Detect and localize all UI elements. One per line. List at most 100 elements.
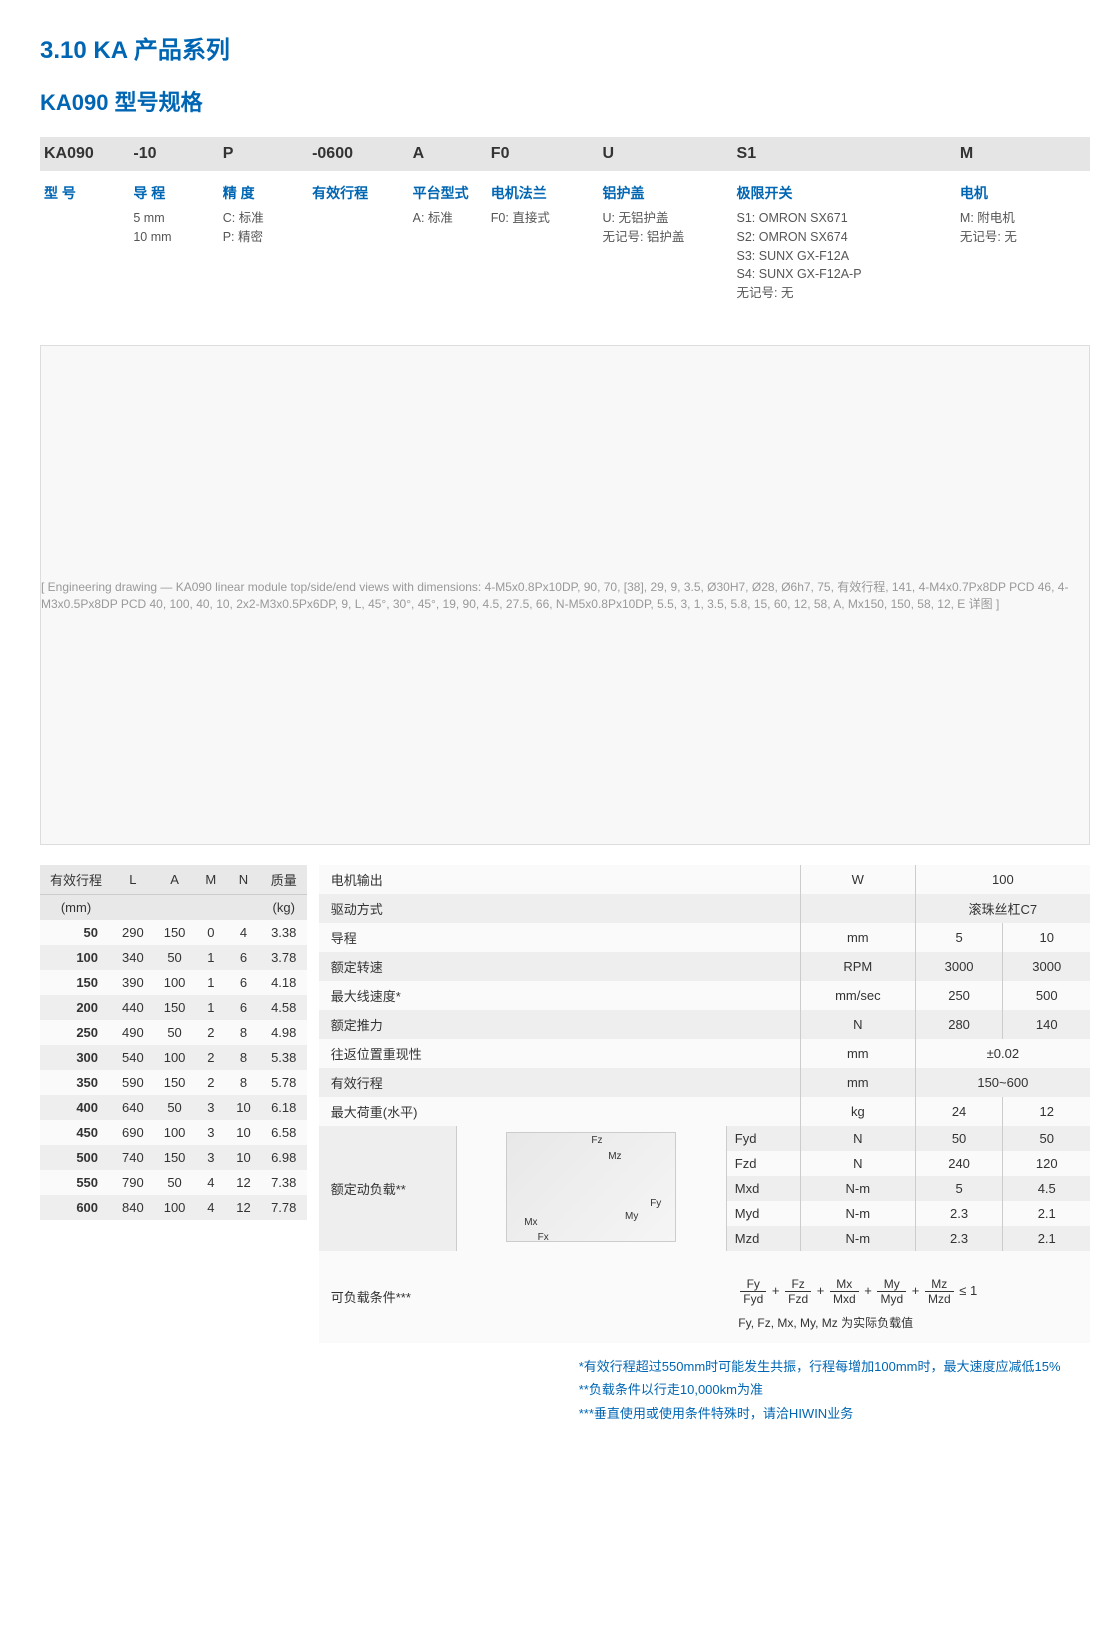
stroke-table: 有效行程LAMN质量 (mm)(kg) 50290150043.38100340… xyxy=(40,865,307,1220)
spec-unit: N xyxy=(800,1126,915,1151)
stroke-cell: 3 xyxy=(195,1145,226,1170)
spec-row: 最大线速度*mm/sec250500 xyxy=(319,981,1090,1010)
spec-table-wrap: 电机输出W100驱动方式滚珠丝杠C7导程mm510额定转速RPM30003000… xyxy=(319,865,1090,1425)
model-desc-cell: M: 附电机 无记号: 无 xyxy=(956,207,1090,315)
spec-value: ±0.02 xyxy=(915,1039,1090,1068)
model-label-cell: 型 号 xyxy=(40,171,129,207)
spec-value: 10 xyxy=(1003,923,1090,952)
model-code-cell: P xyxy=(219,137,308,171)
stroke-cell: 6 xyxy=(226,970,260,995)
stroke-cell: 3 xyxy=(195,1120,226,1145)
load-axes-diagram: FzMzFyMyMxFx xyxy=(506,1132,676,1242)
stroke-header-unit: (kg) xyxy=(261,894,307,920)
spec-row: 额定转速RPM30003000 xyxy=(319,952,1090,981)
stroke-cell: 10 xyxy=(226,1120,260,1145)
stroke-table-wrap: 有效行程LAMN质量 (mm)(kg) 50290150043.38100340… xyxy=(40,865,307,1425)
spec-value: 4.5 xyxy=(1003,1176,1090,1201)
stroke-cell: 300 xyxy=(40,1045,112,1070)
load-sym: Fyd xyxy=(726,1126,800,1151)
model-desc-cell: 5 mm 10 mm xyxy=(129,207,218,315)
spec-unit xyxy=(800,894,915,923)
spec-unit: mm xyxy=(800,923,915,952)
spec-unit: N xyxy=(800,1151,915,1176)
axis-label: Mz xyxy=(608,1151,621,1162)
stroke-cell: 200 xyxy=(40,995,112,1020)
stroke-row: 350590150285.78 xyxy=(40,1070,307,1095)
stroke-header-unit xyxy=(112,894,154,920)
stroke-cell: 12 xyxy=(226,1170,260,1195)
stroke-cell: 100 xyxy=(40,945,112,970)
spec-row: 有效行程mm150~600 xyxy=(319,1068,1090,1097)
spec-value: 滚珠丝杠C7 xyxy=(915,894,1090,923)
stroke-row: 400640503106.18 xyxy=(40,1095,307,1120)
stroke-cell: 590 xyxy=(112,1070,154,1095)
model-code-cell: F0 xyxy=(487,137,599,171)
stroke-cell: 50 xyxy=(154,1170,196,1195)
model-label-cell: 电机 xyxy=(956,171,1090,207)
spec-value: 2.1 xyxy=(1003,1201,1090,1226)
spec-unit: N-m xyxy=(800,1201,915,1226)
spec-label: 额定转速 xyxy=(319,952,801,981)
stroke-cell: 790 xyxy=(112,1170,154,1195)
data-tables-row: 有效行程LAMN质量 (mm)(kg) 50290150043.38100340… xyxy=(40,865,1090,1425)
spec-unit: N-m xyxy=(800,1226,915,1251)
stroke-cell: 690 xyxy=(112,1120,154,1145)
stroke-cell: 490 xyxy=(112,1020,154,1045)
stroke-row: 10034050163.78 xyxy=(40,945,307,970)
subtitle: KA090 型号规格 xyxy=(40,85,1090,117)
model-code-cell: A xyxy=(409,137,487,171)
stroke-cell: 350 xyxy=(40,1070,112,1095)
axis-label: My xyxy=(625,1211,638,1222)
stroke-cell: 2 xyxy=(195,1045,226,1070)
model-desc-cell: U: 无铝护盖 无记号: 铝护盖 xyxy=(598,207,732,315)
stroke-cell: 740 xyxy=(112,1145,154,1170)
frac-top: My xyxy=(877,1277,906,1292)
stroke-cell: 3.78 xyxy=(261,945,307,970)
footnote-line: ***垂直使用或使用条件特殊时，请洽HIWIN业务 xyxy=(579,1402,1090,1425)
spec-label: 最大荷重(水平) xyxy=(319,1097,801,1126)
frac-top: Fy xyxy=(740,1277,766,1292)
stroke-cell: 100 xyxy=(154,1045,196,1070)
stroke-cell: 6.58 xyxy=(261,1120,307,1145)
spec-value: 2.3 xyxy=(915,1201,1003,1226)
spec-sublabel: Mxd xyxy=(726,1176,800,1201)
stroke-cell: 3.38 xyxy=(261,920,307,945)
axis-label: Fy xyxy=(650,1198,661,1209)
stroke-cell: 150 xyxy=(154,920,196,945)
stroke-cell: 150 xyxy=(154,1145,196,1170)
stroke-cell: 6 xyxy=(226,995,260,1020)
stroke-row: 6008401004127.78 xyxy=(40,1195,307,1220)
stroke-row: 150390100164.18 xyxy=(40,970,307,995)
spec-value: 5 xyxy=(915,923,1003,952)
spec-label: 驱动方式 xyxy=(319,894,801,923)
section-title: 3.10 KA 产品系列 xyxy=(40,30,1090,65)
stroke-cell: 500 xyxy=(40,1145,112,1170)
engineering-drawing: [ Engineering drawing — KA090 linear mod… xyxy=(40,345,1090,845)
axis-label: Mx xyxy=(524,1217,537,1228)
spec-sublabel: Mzd xyxy=(726,1226,800,1251)
stroke-cell: 10 xyxy=(226,1095,260,1120)
spec-row: 导程mm510 xyxy=(319,923,1090,952)
frac-top: Fz xyxy=(785,1277,811,1292)
frac-bot: Fzd xyxy=(785,1292,811,1306)
spec-row: 额定推力N280140 xyxy=(319,1010,1090,1039)
stroke-cell: 50 xyxy=(40,920,112,945)
spec-value: 12 xyxy=(1003,1097,1090,1126)
model-code-cell: -0600 xyxy=(308,137,409,171)
stroke-cell: 100 xyxy=(154,1195,196,1220)
model-label-cell: 精 度 xyxy=(219,171,308,207)
spec-value: 50 xyxy=(1003,1126,1090,1151)
model-desc-cell: S1: OMRON SX671 S2: OMRON SX674 S3: SUNX… xyxy=(733,207,956,315)
spec-table: 电机输出W100驱动方式滚珠丝杠C7导程mm510额定转速RPM30003000… xyxy=(319,865,1090,1343)
model-label-cell: 铝护盖 xyxy=(598,171,732,207)
model-code-cell: -10 xyxy=(129,137,218,171)
stroke-cell: 290 xyxy=(112,920,154,945)
stroke-cell: 5.38 xyxy=(261,1045,307,1070)
stroke-cell: 0 xyxy=(195,920,226,945)
stroke-cell: 4 xyxy=(195,1170,226,1195)
stroke-cell: 150 xyxy=(154,995,196,1020)
spec-unit: N xyxy=(800,1010,915,1039)
spec-value: 120 xyxy=(1003,1151,1090,1176)
spec-label: 有效行程 xyxy=(319,1068,801,1097)
stroke-cell: 840 xyxy=(112,1195,154,1220)
